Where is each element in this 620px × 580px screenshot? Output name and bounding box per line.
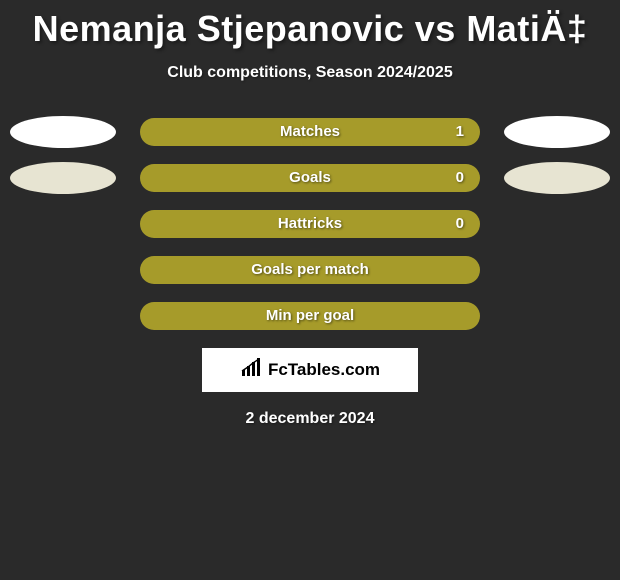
left-ellipse: [10, 116, 116, 148]
right-ellipse: [504, 116, 610, 148]
left-ellipse: [10, 162, 116, 194]
brand-text: FcTables.com: [268, 360, 380, 380]
bar-wrap: Matches 1: [140, 118, 480, 146]
brand-box[interactable]: FcTables.com: [202, 348, 418, 392]
stat-row-goals: Goals 0: [0, 164, 620, 192]
stat-row-matches: Matches 1: [0, 118, 620, 146]
stat-value: 0: [456, 210, 464, 238]
stat-row-min-per-goal: Min per goal: [0, 302, 620, 330]
page-title: Nemanja Stjepanovic vs MatiÄ‡: [0, 0, 620, 50]
subtitle: Club competitions, Season 2024/2025: [0, 64, 620, 82]
bar-wrap: Min per goal: [140, 302, 480, 330]
bar-wrap: Hattricks 0: [140, 210, 480, 238]
stat-label: Matches: [140, 118, 480, 146]
stats-container: Matches 1 Goals 0 Hattricks 0 Goals per …: [0, 118, 620, 330]
stat-label: Goals per match: [140, 256, 480, 284]
bar-chart-icon: [240, 358, 264, 383]
stat-label: Min per goal: [140, 302, 480, 330]
stat-row-hattricks: Hattricks 0: [0, 210, 620, 238]
stat-label: Hattricks: [140, 210, 480, 238]
bar-wrap: Goals 0: [140, 164, 480, 192]
bar-wrap: Goals per match: [140, 256, 480, 284]
stat-label: Goals: [140, 164, 480, 192]
stat-value: 1: [456, 118, 464, 146]
stat-row-goals-per-match: Goals per match: [0, 256, 620, 284]
date-text: 2 december 2024: [0, 410, 620, 428]
right-ellipse: [504, 162, 610, 194]
stat-value: 0: [456, 164, 464, 192]
